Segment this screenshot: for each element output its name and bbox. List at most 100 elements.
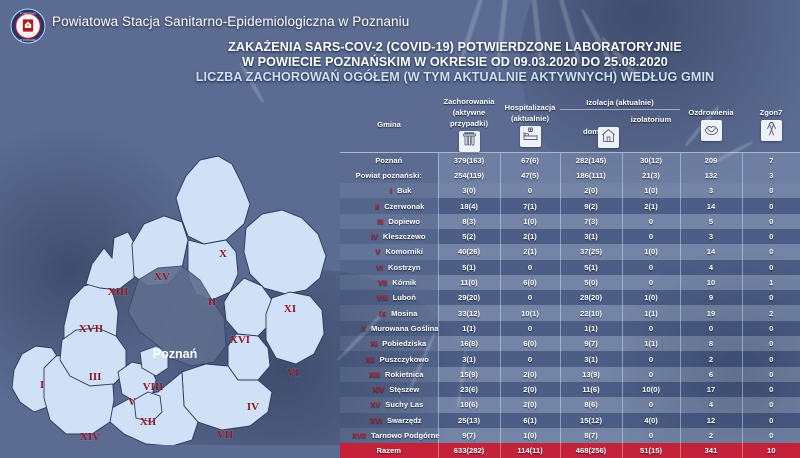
row-name-text: Mosina bbox=[391, 308, 417, 319]
cell-hospitalizacja: 10(1) bbox=[500, 305, 560, 320]
cell-izolacja-izolatorium: 0 bbox=[622, 214, 680, 229]
cell-zgony: 0 bbox=[742, 336, 800, 351]
row-name-text: Tarnowo Podgórne bbox=[371, 430, 440, 441]
cell-hospitalizacja: 7(1) bbox=[500, 198, 560, 213]
cell-izolacja-dom: 13(9) bbox=[560, 367, 622, 382]
cell-izolacja-izolatorium: 30(12) bbox=[622, 153, 680, 168]
cell-izolacja-dom: 7(3) bbox=[560, 214, 622, 229]
cell-hospitalizacja: 2(0) bbox=[500, 367, 560, 382]
cell-izolacja-izolatorium: 0 bbox=[622, 260, 680, 275]
row-gmina-name: Poznań bbox=[340, 153, 438, 168]
row-name-text: Czerwonak bbox=[384, 201, 424, 212]
map-label-XVII: XVII bbox=[79, 323, 103, 335]
map-svg: I II III IV V VI VII VIII IX X XI XII XI… bbox=[0, 100, 340, 445]
cell-ozdrowienia: 2 bbox=[680, 351, 742, 366]
map-label-VIII: VIII bbox=[143, 381, 164, 393]
cell-zachorowania: 16(8) bbox=[438, 336, 500, 351]
row-roman-numeral: VII bbox=[361, 277, 387, 288]
row-gmina-name: Razem bbox=[340, 443, 438, 458]
col-header-hospitalizacja-l2: (aktualnie) bbox=[511, 114, 549, 123]
cell-izolacja-izolatorium: 1(0) bbox=[622, 183, 680, 198]
cell-hospitalizacja: 0 bbox=[500, 290, 560, 305]
cell-hospitalizacja: 0 bbox=[500, 183, 560, 198]
title-line-3: LICZBA ZACHOROWAŃ OGÓŁEM (W TYM AKTUALNI… bbox=[120, 70, 790, 85]
map-label-IV: IV bbox=[247, 401, 259, 413]
cell-izolacja-dom: 15(12) bbox=[560, 413, 622, 428]
cell-izolacja-dom: 11(6) bbox=[560, 382, 622, 397]
row-name-text: Kostrzyn bbox=[388, 262, 421, 273]
cell-ozdrowienia: 4 bbox=[680, 397, 742, 412]
svg-text:W POZNANIU: W POZNANIU bbox=[20, 38, 37, 42]
col-header-zgony-label: Zgon7 bbox=[760, 108, 783, 117]
cell-izolacja-izolatorium: 1(1) bbox=[622, 336, 680, 351]
row-roman-numeral: VIII bbox=[362, 292, 388, 303]
row-name-text: Kleszczewo bbox=[383, 231, 426, 242]
map-label-XIII: XIII bbox=[108, 286, 129, 298]
row-roman-numeral: X bbox=[340, 323, 366, 334]
cell-zachorowania: 3(1) bbox=[438, 351, 500, 366]
house-icon bbox=[598, 127, 619, 148]
cell-zachorowania: 15(9) bbox=[438, 367, 500, 382]
cell-izolacja-dom: 3(1) bbox=[560, 229, 622, 244]
cell-zachorowania: 5(1) bbox=[438, 260, 500, 275]
cell-zgony: 2 bbox=[742, 305, 800, 320]
cell-hospitalizacja: 0 bbox=[500, 260, 560, 275]
map-label-VI: VI bbox=[287, 367, 299, 379]
cell-ozdrowienia: 8 bbox=[680, 336, 742, 351]
col-header-izolatorium-label: izolatorium bbox=[631, 115, 672, 124]
row-name-text: Suchy Las bbox=[385, 399, 423, 410]
row-name-text: Buk bbox=[397, 185, 411, 196]
cell-izolacja-izolatorium: 0 bbox=[622, 367, 680, 382]
cell-zachorowania: 9(7) bbox=[438, 428, 500, 443]
cell-zachorowania: 1(1) bbox=[438, 321, 500, 336]
cell-hospitalizacja: 0 bbox=[500, 321, 560, 336]
cell-izolacja-dom: 5(0) bbox=[560, 275, 622, 290]
cell-zachorowania: 29(20) bbox=[438, 290, 500, 305]
cell-zachorowania: 379(163) bbox=[438, 153, 500, 168]
cell-ozdrowienia: 341 bbox=[680, 443, 742, 458]
row-name-text: Rokietnica bbox=[385, 369, 423, 380]
cell-ozdrowienia: 0 bbox=[680, 321, 742, 336]
cell-zgony: 10 bbox=[742, 443, 800, 458]
cell-zachorowania: 25(13) bbox=[438, 413, 500, 428]
cell-izolacja-izolatorium: 0 bbox=[622, 321, 680, 336]
col-header-ozdrowienia: Ozdrowienia bbox=[680, 96, 742, 153]
title-line-2: W POWIECIE POZNAŃSKIM W OKRESIE OD 09.03… bbox=[120, 55, 790, 70]
row-roman-numeral: V bbox=[354, 246, 380, 257]
cell-ozdrowienia: 12 bbox=[680, 413, 742, 428]
cell-zgony: 0 bbox=[742, 351, 800, 366]
col-header-ozdrowienia-label: Ozdrowienia bbox=[688, 108, 733, 117]
cell-hospitalizacja: 2(1) bbox=[500, 229, 560, 244]
awareness-ribbon-icon bbox=[761, 120, 782, 141]
map-label-XV: XV bbox=[154, 271, 170, 283]
row-name-text: Stęszew bbox=[389, 384, 419, 395]
map-region-X bbox=[176, 156, 250, 244]
cell-izolacja-dom: 468(256) bbox=[560, 443, 622, 458]
poznan-county-map[interactable]: I II III IV V VI VII VIII IX X XI XII XI… bbox=[0, 100, 340, 445]
cell-zgony: 0 bbox=[742, 428, 800, 443]
map-label-III: III bbox=[89, 371, 102, 383]
cell-hospitalizacja: 114(11) bbox=[500, 443, 560, 458]
map-label-poznan: Poznań bbox=[153, 347, 197, 361]
test-tubes-icon bbox=[459, 131, 480, 152]
col-header-hospitalizacja-l1: Hospitalizacja bbox=[505, 103, 556, 112]
row-roman-numeral: XVI bbox=[356, 415, 382, 426]
hands-heart-icon bbox=[701, 120, 722, 141]
col-header-izolacja-group: Izolacja (aktualnie) bbox=[560, 96, 680, 110]
cell-zgony: 0 bbox=[742, 382, 800, 397]
cell-zachorowania: 5(2) bbox=[438, 229, 500, 244]
row-name-text: Poznań bbox=[375, 155, 402, 166]
